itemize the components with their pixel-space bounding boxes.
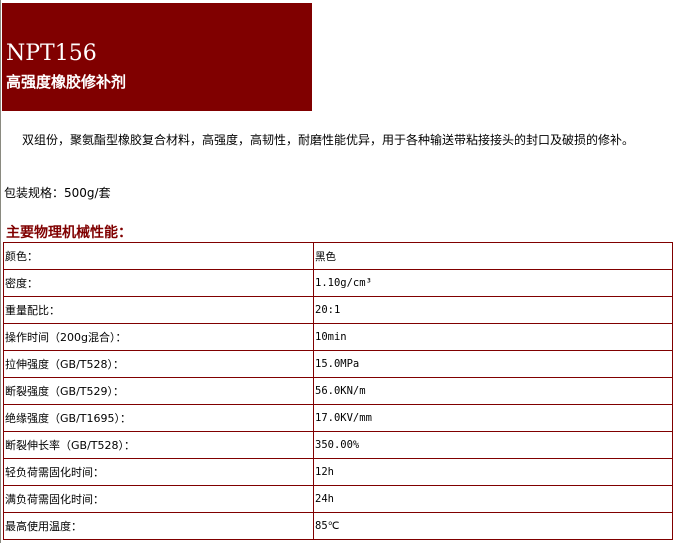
property-label: 断裂强度（GB/T529）： <box>3 377 314 405</box>
property-label: 密度： <box>3 269 314 297</box>
product-code: NPT156 <box>6 41 97 66</box>
property-label: 操作时间（200g混合）： <box>3 323 314 351</box>
table-row: 轻负荷需固化时间： 12h <box>3 458 673 486</box>
packaging-spec: 包装规格：500g/套 <box>4 186 111 200</box>
section-title: 主要物理机械性能： <box>6 225 132 241</box>
property-label: 颜色： <box>3 242 314 270</box>
table-row: 断裂伸长率（GB/T528）： 350.00% <box>3 431 673 459</box>
table-row: 操作时间（200g混合）： 10min <box>3 323 673 351</box>
property-label: 断裂伸长率（GB/T528）： <box>3 431 314 459</box>
property-value: 黑色 <box>313 242 673 270</box>
property-label: 拉伸强度（GB/T528）： <box>3 350 314 378</box>
table-row: 密度： 1.10g/cm³ <box>3 269 673 297</box>
property-value: 12h <box>313 458 673 486</box>
property-label: 满负荷需固化时间： <box>3 485 314 513</box>
table-row: 最高使用温度： 85℃ <box>3 512 673 540</box>
table-row: 重量配比： 20:1 <box>3 296 673 324</box>
table-row: 颜色： 黑色 <box>3 242 673 270</box>
property-value: 20:1 <box>313 296 673 324</box>
table-row: 断裂强度（GB/T529）： 56.0KN/m <box>3 377 673 405</box>
property-value: 10min <box>313 323 673 351</box>
table-row: 拉伸强度（GB/T528）： 15.0MPa <box>3 350 673 378</box>
property-label: 绝缘强度（GB/T1695）： <box>3 404 314 432</box>
product-description: 双组份，聚氨酯型橡胶复合材料，高强度，高韧性，耐磨性能优异，用于各种输送带粘接接… <box>22 133 635 147</box>
property-value: 350.00% <box>313 431 673 459</box>
property-label: 重量配比： <box>3 296 314 324</box>
table-row: 绝缘强度（GB/T1695）： 17.0KV/mm <box>3 404 673 432</box>
product-banner: NPT156 高强度橡胶修补剂 <box>2 3 312 111</box>
property-label: 轻负荷需固化时间： <box>3 458 314 486</box>
property-value: 85℃ <box>313 512 673 540</box>
properties-table: 颜色： 黑色 密度： 1.10g/cm³ 重量配比： 20:1 操作时间（200g混合）：… <box>3 242 673 540</box>
property-value: 24h <box>313 485 673 513</box>
property-value: 15.0MPa <box>313 350 673 378</box>
property-value: 17.0KV/mm <box>313 404 673 432</box>
property-value: 1.10g/cm³ <box>313 269 673 297</box>
product-name: 高强度橡胶修补剂 <box>6 73 127 91</box>
property-value: 56.0KN/m <box>313 377 673 405</box>
table-row: 满负荷需固化时间： 24h <box>3 485 673 513</box>
property-label: 最高使用温度： <box>3 512 314 540</box>
